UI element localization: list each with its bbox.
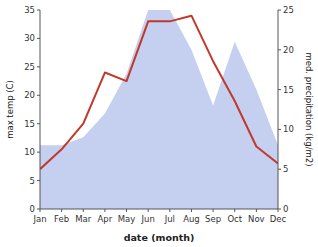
y-tick-label: 30 [24, 33, 35, 43]
y2-tick-label: 5 [283, 164, 288, 174]
y-tick [37, 10, 40, 11]
x-tick-label: Apr [98, 214, 113, 224]
precipitation-area [40, 10, 278, 209]
x-tick [256, 209, 257, 212]
x-tick-label: Dec [270, 214, 287, 224]
x-tick [213, 209, 214, 212]
y2-tick-label: 25 [283, 5, 294, 15]
y-tick [37, 66, 40, 67]
y-tick-label: 10 [24, 147, 35, 157]
y-tick [37, 209, 40, 210]
x-tick-label: Jun [141, 214, 155, 224]
x-tick [104, 209, 105, 212]
x-tick-label: Jul [164, 214, 175, 224]
x-tick-label: Nov [248, 214, 265, 224]
y-axis-label: max temp (C) [5, 80, 15, 139]
x-tick-label: Sep [205, 214, 221, 224]
y-tick-label: 0 [30, 204, 35, 214]
x-tick [83, 209, 84, 212]
y2-axis-line [278, 10, 279, 209]
y-tick [37, 180, 40, 181]
x-tick [148, 209, 149, 212]
y-tick-label: 20 [24, 90, 35, 100]
y-tick-label: 35 [24, 5, 35, 15]
x-tick-label: May [118, 214, 136, 224]
x-tick-label: Feb [54, 214, 69, 224]
x-tick-label: Jan [32, 214, 46, 224]
y2-tick [278, 49, 281, 50]
y-tick [37, 38, 40, 39]
y-tick [37, 95, 40, 96]
y-axis-line [40, 10, 41, 209]
x-tick-label: Mar [75, 214, 92, 224]
y2-tick-label: 15 [283, 85, 294, 95]
y2-tick [278, 209, 281, 210]
y2-tick [278, 129, 281, 130]
x-tick [61, 209, 62, 212]
y2-axis-label: med. precipitation (kg/m2) [304, 52, 314, 166]
y-tick [37, 123, 40, 124]
y-tick-label: 25 [24, 62, 35, 72]
x-axis-line [40, 209, 278, 210]
chart: JanFebMarAprMayJunJulAugSepOctNovDec0510… [0, 0, 318, 247]
x-tick-label: Oct [227, 214, 242, 224]
x-tick [191, 209, 192, 212]
x-axis-label: date (month) [124, 232, 195, 243]
y-tick [37, 152, 40, 153]
y2-tick [278, 10, 281, 11]
y-tick-label: 5 [30, 176, 35, 186]
temperature-line [40, 16, 278, 170]
x-tick [234, 209, 235, 212]
y2-tick [278, 89, 281, 90]
y2-tick-label: 20 [283, 45, 294, 55]
x-tick [169, 209, 170, 212]
y-tick-label: 15 [24, 119, 35, 129]
y2-tick [278, 169, 281, 170]
y2-tick-label: 0 [283, 204, 288, 214]
x-tick [126, 209, 127, 212]
y2-tick-label: 10 [283, 124, 294, 134]
x-tick-label: Aug [183, 214, 200, 224]
plot-area [40, 10, 278, 209]
